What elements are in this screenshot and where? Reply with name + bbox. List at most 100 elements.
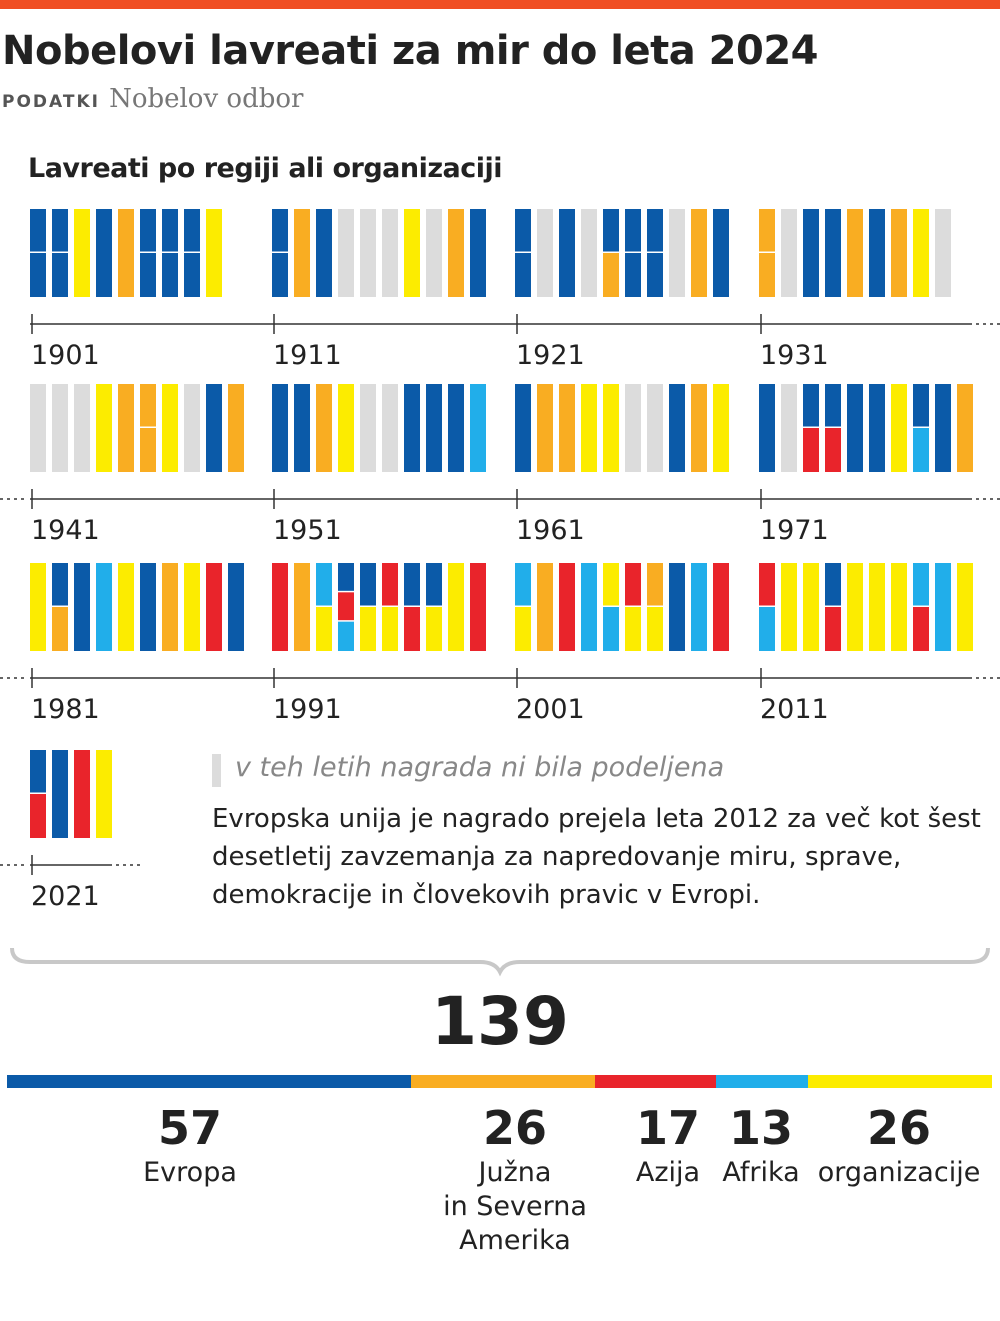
year-bar-1902-segment-1 <box>52 253 68 297</box>
year-bar-1938-segment-0 <box>913 209 929 297</box>
stack-segment-O <box>807 1075 992 1088</box>
year-bar-2013-segment-0 <box>803 563 819 651</box>
year-bar-2018-segment-0 <box>913 563 929 606</box>
year-bar-1907-segment-0 <box>162 209 178 252</box>
year-bar-1921-segment-0 <box>515 209 531 252</box>
year-bar-1994-segment-0 <box>338 563 354 591</box>
axis-label-1941: 1941 <box>31 515 100 546</box>
year-bar-1985-segment-0 <box>118 563 134 651</box>
year-bar-1993-segment-1 <box>316 607 332 651</box>
year-bar-1947-segment-0 <box>162 384 178 472</box>
no-award-legend-swatch <box>212 754 221 787</box>
year-bar-2024-segment-0 <box>96 750 112 838</box>
year-bar-1922-segment-0 <box>537 209 553 297</box>
year-bar-1982-segment-1 <box>52 607 68 651</box>
year-bar-1928-segment-0 <box>669 209 685 297</box>
year-bar-1936-segment-0 <box>869 209 885 297</box>
year-bar-2023-segment-0 <box>74 750 90 838</box>
year-bar-1953-segment-0 <box>316 384 332 472</box>
year-bar-1978-segment-1 <box>913 428 929 472</box>
year-bar-1943-segment-0 <box>74 384 90 472</box>
year-bar-1933-segment-0 <box>803 209 819 297</box>
year-bar-1965-segment-0 <box>603 384 619 472</box>
year-bar-1924-segment-0 <box>581 209 597 297</box>
year-bar-2016-segment-0 <box>869 563 885 651</box>
summary-asia-label: Azija <box>635 1157 701 1188</box>
year-bar-1904-segment-0 <box>96 209 112 297</box>
year-bar-1968-segment-0 <box>669 384 685 472</box>
year-bar-1921-segment-1 <box>515 253 531 297</box>
year-bar-1939-segment-0 <box>935 209 951 297</box>
year-bar-1918-segment-0 <box>426 209 442 297</box>
year-bar-1932-segment-0 <box>781 209 797 297</box>
stack-segment-A <box>410 1075 596 1088</box>
year-bar-1978-segment-0 <box>913 384 929 427</box>
year-bar-2022-segment-0 <box>52 750 68 838</box>
year-bar-2021-segment-0 <box>30 750 46 793</box>
summary-asia: 17 Azija <box>628 1100 708 1190</box>
year-bar-2012-segment-0 <box>781 563 797 651</box>
axis-label-1931: 1931 <box>760 340 829 371</box>
year-bar-1926-segment-1 <box>625 253 641 297</box>
top-accent-bar <box>0 0 1000 9</box>
year-bar-2000-segment-0 <box>470 563 486 651</box>
year-bar-1944-segment-0 <box>96 384 112 472</box>
year-bar-1931-segment-0 <box>759 209 775 252</box>
year-bar-1925-segment-0 <box>603 209 619 252</box>
year-bar-1992-segment-0 <box>294 563 310 651</box>
year-bar-1945-segment-0 <box>118 384 134 472</box>
axis-label-1971: 1971 <box>760 515 829 546</box>
axis-label-1981: 1981 <box>31 694 100 725</box>
source-label: PODATKI <box>2 92 100 112</box>
year-bar-1911-segment-1 <box>272 253 288 297</box>
year-bar-1926-segment-0 <box>625 209 641 252</box>
year-bar-1941-segment-0 <box>30 384 46 472</box>
year-bar-1995-segment-1 <box>360 607 376 651</box>
year-bar-1950-segment-0 <box>228 384 244 472</box>
year-bar-1954-segment-0 <box>338 384 354 472</box>
year-bar-1956-segment-0 <box>382 384 398 472</box>
year-bar-1937-segment-0 <box>891 209 907 297</box>
year-bar-1908-segment-0 <box>184 209 200 252</box>
year-bar-1971-segment-0 <box>759 384 775 472</box>
total-count: 139 <box>431 983 569 1060</box>
year-bar-2005-segment-1 <box>603 607 619 651</box>
year-bar-1930-segment-0 <box>713 209 729 297</box>
year-bar-1966-segment-0 <box>625 384 641 472</box>
year-bar-2001-segment-1 <box>515 607 531 651</box>
year-bar-1969-segment-0 <box>691 384 707 472</box>
year-bar-1929-segment-0 <box>691 209 707 297</box>
year-bar-1955-segment-0 <box>360 384 376 472</box>
year-bar-1973-segment-1 <box>803 428 819 472</box>
summary-europe-label: Evropa <box>143 1157 237 1188</box>
year-bar-2014-segment-0 <box>825 563 841 606</box>
year-bar-2001-segment-0 <box>515 563 531 606</box>
year-bar-1964-segment-0 <box>581 384 597 472</box>
year-bar-2007-segment-1 <box>647 607 663 651</box>
year-bar-2011-segment-0 <box>759 563 775 606</box>
year-bar-1920-segment-0 <box>470 209 486 297</box>
year-bar-1990-segment-0 <box>228 563 244 651</box>
summary-americas-label: Južna in Severna Amerika <box>443 1157 587 1256</box>
year-bar-1931-segment-1 <box>759 253 775 297</box>
year-bar-1917-segment-0 <box>404 209 420 297</box>
summary-organizations: 26 organizacije <box>814 1100 984 1190</box>
year-bar-1906-segment-1 <box>140 253 156 297</box>
year-bar-1974-segment-0 <box>825 384 841 427</box>
laureates-timeline-chart: 1901 1911 1921 1931 1941 1951 1961 1971 1981 1991… <box>0 209 1000 912</box>
summary-africa-number: 13 <box>728 1101 793 1155</box>
year-bar-1996-segment-0 <box>382 563 398 606</box>
year-bar-1997-segment-0 <box>404 563 420 606</box>
year-bar-1972-segment-0 <box>781 384 797 472</box>
year-bar-1927-segment-1 <box>647 253 663 297</box>
year-bar-1970-segment-0 <box>713 384 729 472</box>
year-bar-1901-segment-1 <box>30 253 46 297</box>
year-bar-2002-segment-0 <box>537 563 553 651</box>
year-bar-1902-segment-0 <box>52 209 68 252</box>
year-bar-2006-segment-1 <box>625 607 641 651</box>
year-bar-1951-segment-0 <box>272 384 288 472</box>
year-bar-1974-segment-1 <box>825 428 841 472</box>
year-bar-1908-segment-1 <box>184 253 200 297</box>
axis-label-1901: 1901 <box>31 340 100 371</box>
year-bar-1993-segment-0 <box>316 563 332 606</box>
